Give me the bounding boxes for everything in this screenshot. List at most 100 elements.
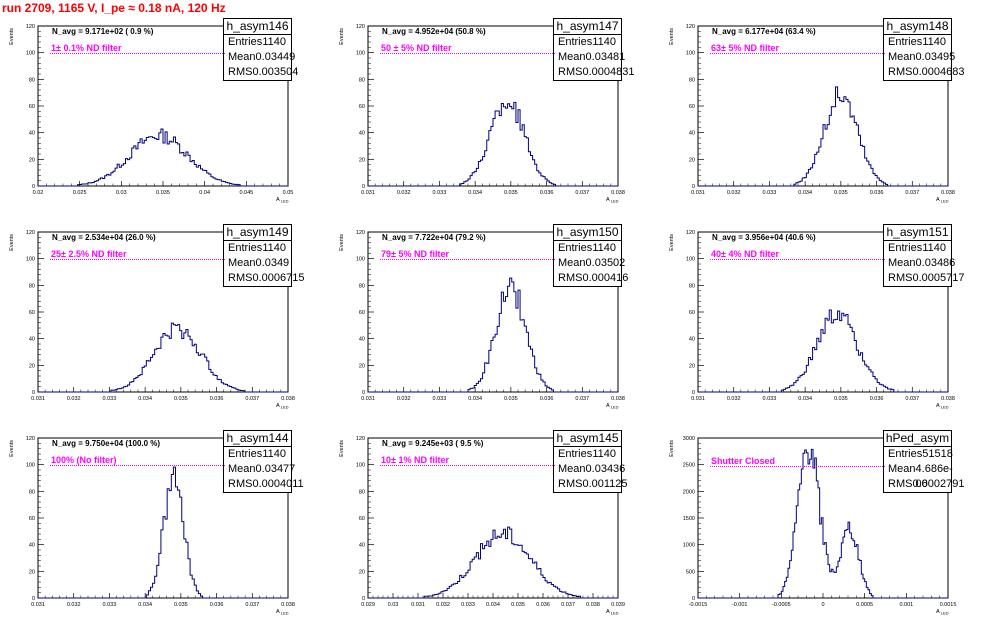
y-tick-label: 40	[359, 543, 365, 549]
x-tick-label: 0.04	[199, 190, 210, 196]
y-tick-label: 80	[359, 283, 365, 289]
stat-key: RMS	[888, 66, 913, 78]
stat-row-entries: Entries 1140	[554, 447, 621, 462]
stat-key: RMS	[558, 66, 583, 78]
x-tick-label: 0.037	[905, 396, 919, 402]
x-tick-label: 0.034	[138, 396, 152, 402]
y-tick-label: 100	[26, 463, 35, 469]
stat-key: RMS	[228, 478, 253, 490]
x-tick-label: 0.038	[281, 602, 295, 608]
n-avg-annotation: N_avg = 9.750e+04 (100.0 %)	[52, 439, 161, 448]
n-avg-annotation: N_avg = 2.534e+04 (26.0 %)	[52, 233, 156, 242]
stat-value: 0.0004831	[582, 66, 635, 78]
x-tick-label: 0.037	[575, 190, 589, 196]
filter-label-underline	[50, 259, 225, 260]
x-tick-label: 0.037	[575, 396, 589, 402]
x-tick-label: 0.038	[586, 602, 600, 608]
x-tick-label: 0.035	[511, 602, 525, 608]
y-tick-label: 120	[686, 230, 695, 236]
stat-value: 1140	[592, 36, 616, 48]
stat-value: 0.03495	[915, 51, 956, 63]
x-tick-label: 0.038	[941, 190, 955, 196]
stat-key: RMS	[888, 272, 913, 284]
stat-row-entries: Entries 1140	[224, 447, 291, 462]
histogram-plot: 0.02 0.025 0.03 0.035 0.04 0.045 0.05 0 20 40 60 80…	[9, 24, 293, 204]
filter-label-underline	[710, 53, 885, 54]
x-tick-label: 0.037	[245, 602, 259, 608]
filter-label-underline	[710, 466, 885, 467]
stat-row-entries: Entries 1140	[224, 241, 291, 256]
y-axis-title: Events	[669, 28, 675, 45]
y-tick-label: 60	[359, 104, 365, 110]
stat-key: Entries	[888, 36, 923, 48]
stat-key: Entries	[888, 448, 923, 460]
x-tick-label: 0.033	[763, 396, 777, 402]
stat-row-mean: Mean 4.686e-06	[884, 462, 953, 490]
stat-value: 1140	[922, 36, 946, 48]
x-tick-label: 0.034	[486, 602, 500, 608]
histogram-plot: -0.0015 -0.001 -0.0005 0 0.0005 0.001 0.0015 0 5…	[669, 436, 956, 616]
x-tick-label: 0.036	[540, 396, 554, 402]
y-tick-label: 100	[356, 463, 365, 469]
x-tick-label: 0.036	[210, 396, 224, 402]
stat-key: Entries	[228, 448, 263, 460]
x-tick-label: 0.035	[174, 602, 188, 608]
stat-key: RMS	[228, 66, 253, 78]
stat-row-mean: Mean 0.03502	[554, 256, 625, 271]
x-axis-title: A LED	[606, 197, 619, 204]
y-tick-label: 120	[356, 24, 365, 30]
x-tick-label: 0.033	[103, 396, 117, 402]
y-tick-label: 0	[32, 390, 35, 396]
page-title: run 2709, 1165 V, I_pe ≈ 0.18 nA, 120 Hz	[2, 1, 226, 15]
histogram-panel-h_asym149: 0.031 0.032 0.033 0.034 0.035 0.036 0.037 0.038…	[0, 224, 330, 428]
x-tick-label: 0.045	[239, 190, 253, 196]
filter-label: 79± 5% ND filter	[381, 249, 449, 259]
y-tick-label: 20	[689, 363, 695, 369]
x-tick-label: 0.0005	[856, 602, 873, 608]
filter-label-underline	[50, 465, 225, 466]
y-axis-title: Events	[339, 28, 345, 45]
x-tick-label: 0.034	[138, 602, 152, 608]
x-tick-label: 0.033	[461, 602, 475, 608]
histogram-plot: 0.031 0.032 0.033 0.034 0.035 0.036 0.037 0.038…	[9, 436, 295, 616]
x-tick-label: 0.032	[67, 396, 81, 402]
n-avg-annotation: N_avg = 9.245e+03 ( 9.5 %)	[382, 439, 484, 448]
histogram-line	[38, 322, 288, 393]
histogram-name: h_asym149	[224, 225, 291, 241]
histogram-line	[368, 277, 618, 393]
stat-value: 0.003504	[252, 66, 299, 78]
filter-label: 10± 1% ND filter	[381, 455, 449, 465]
y-tick-label: 120	[356, 230, 365, 236]
stats-box: h_asym147 Entries 1140 Mean 0.03481 RMS 0.0004…	[553, 18, 634, 81]
stat-row-entries: Entries 51518	[884, 447, 953, 462]
y-tick-label: 40	[359, 131, 365, 137]
stats-box: h_asym148 Entries 1140 Mean 0.03495 RMS 0.0004…	[883, 18, 964, 81]
x-tick-label: 0.033	[763, 190, 777, 196]
x-axis-title: A LED	[276, 403, 289, 410]
stat-key: Mean	[888, 257, 916, 269]
y-tick-label: 80	[29, 77, 35, 83]
y-tick-label: 60	[359, 516, 365, 522]
x-axis-title: A LED	[936, 403, 949, 410]
histogram-plot: 0.031 0.032 0.033 0.034 0.035 0.036 0.037 0.038…	[339, 24, 625, 204]
histogram-line	[698, 448, 948, 599]
stat-row-rms: RMS 0.000416	[554, 271, 628, 286]
filter-label: 40± 4% ND filter	[711, 249, 779, 259]
stat-row-rms: RMS 0.0005717	[884, 271, 964, 286]
stat-row-entries: Entries 1140	[224, 35, 291, 50]
y-tick-label: 60	[689, 310, 695, 316]
histogram-name: h_asym146	[224, 19, 291, 35]
x-tick-label: 0.03	[388, 602, 399, 608]
histogram-plot: 0.031 0.032 0.033 0.034 0.035 0.036 0.037 0.038…	[9, 230, 295, 410]
stat-row-entries: Entries 1140	[884, 35, 951, 50]
x-tick-label: 0.035	[834, 190, 848, 196]
n-avg-annotation: N_avg = 3.956e+04 (40.6 %)	[712, 233, 816, 242]
y-tick-label: 80	[29, 283, 35, 289]
stat-key: Entries	[558, 36, 593, 48]
x-tick-label: 0.038	[611, 396, 625, 402]
x-tick-label: 0.033	[433, 190, 447, 196]
stats-box: h_asym145 Entries 1140 Mean 0.03436 RMS 0.0011…	[553, 430, 628, 493]
histogram-line	[38, 128, 288, 187]
n-avg-annotation: N_avg = 9.171e+02 ( 0.9 %)	[52, 27, 154, 36]
stat-value: 0.03449	[255, 51, 296, 63]
